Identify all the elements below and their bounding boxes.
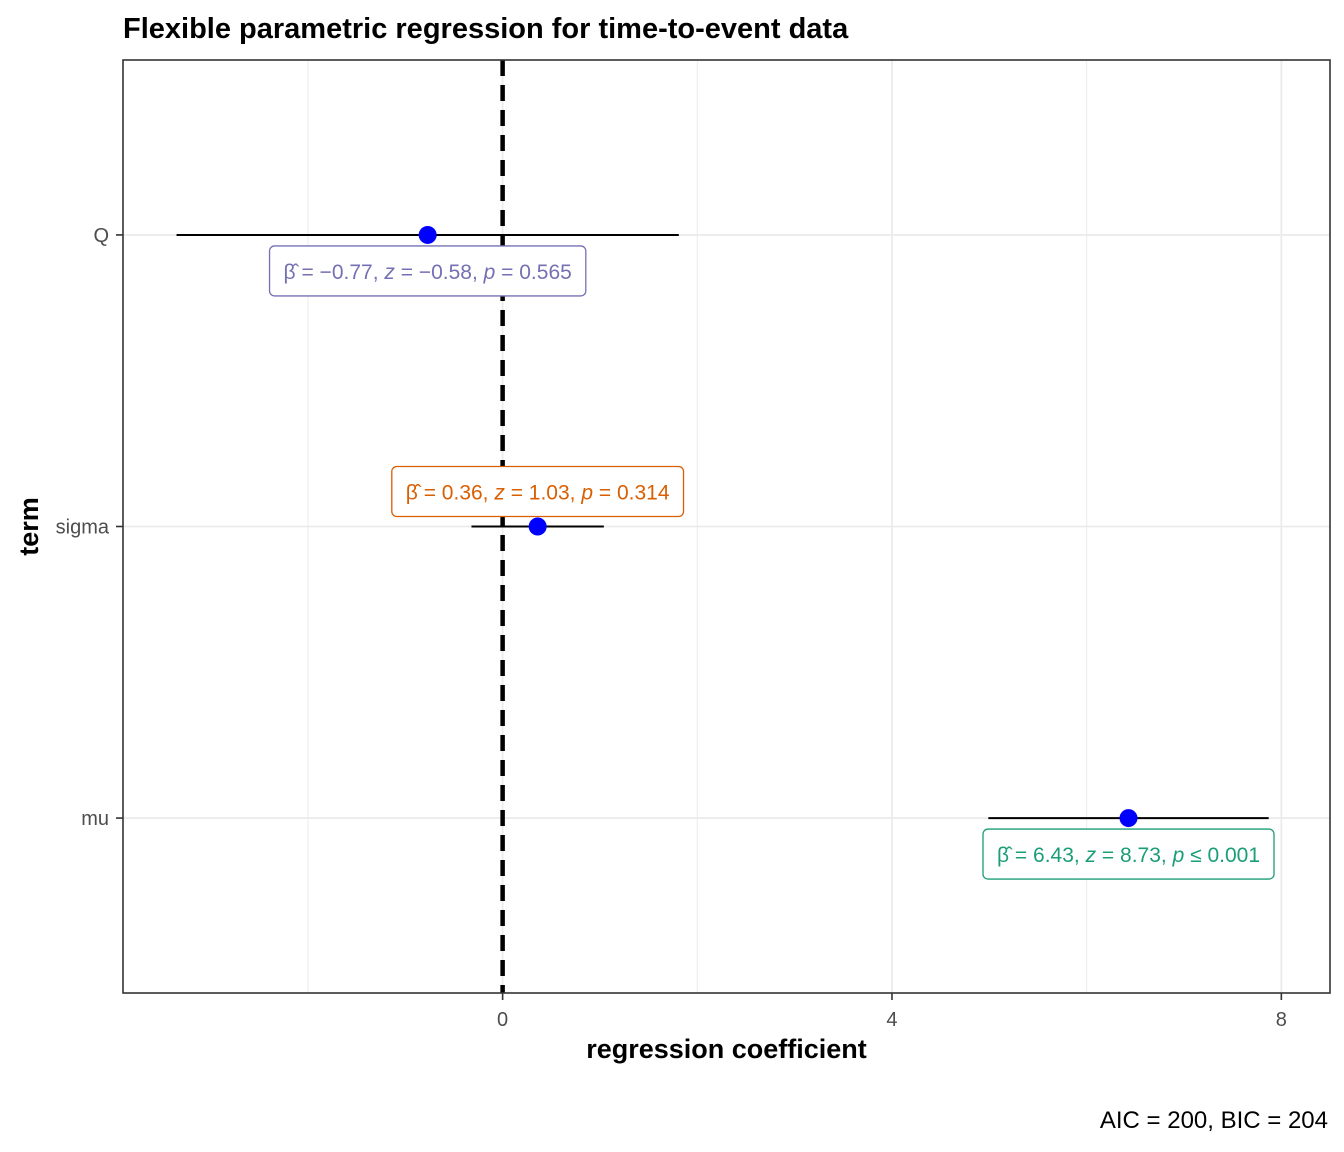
label-box [391, 465, 685, 518]
estimate-labels: β̂ = −0.77, z = −0.58, p = 0.565 β̂ = 0.3… [268, 245, 1275, 880]
label-box [268, 245, 587, 297]
estimate-point-sigma [528, 517, 547, 536]
label-text: β̂ = 6.43, z = 8.73, p ≤ 0.001 [997, 844, 1260, 867]
estimate-point-mu [1119, 809, 1138, 828]
estimate-label-Q: β̂ = −0.77, z = −0.58, p = 0.565 [268, 245, 587, 297]
estimate-label-sigma: β̂ = 0.36, z = 1.03, p = 0.314 [391, 465, 685, 518]
estimate-point-Q [418, 225, 437, 244]
x-axis-title: regression coefficient [586, 1034, 867, 1064]
x-tick-label: 8 [1276, 1009, 1287, 1031]
x-tick-label: 4 [886, 1009, 897, 1031]
y-tick-label: sigma [56, 517, 110, 539]
chart-title: Flexible parametric regression for time-… [123, 13, 849, 45]
y-tick-label: Q [93, 225, 109, 247]
label-text: β̂ = −0.77, z = −0.58, p = 0.565 [284, 261, 572, 284]
estimate-marks [176, 225, 1269, 828]
caption: AIC = 200, BIC = 204 [1100, 1107, 1328, 1134]
label-text: β̂ = 0.36, z = 1.03, p = 0.314 [406, 482, 670, 505]
label-box [982, 828, 1275, 880]
y-tick-label: mu [81, 808, 109, 830]
y-axis-title: term [14, 497, 44, 556]
x-tick-label: 0 [497, 1009, 508, 1031]
estimate-label-mu: β̂ = 6.43, z = 8.73, p ≤ 0.001 [982, 828, 1275, 880]
